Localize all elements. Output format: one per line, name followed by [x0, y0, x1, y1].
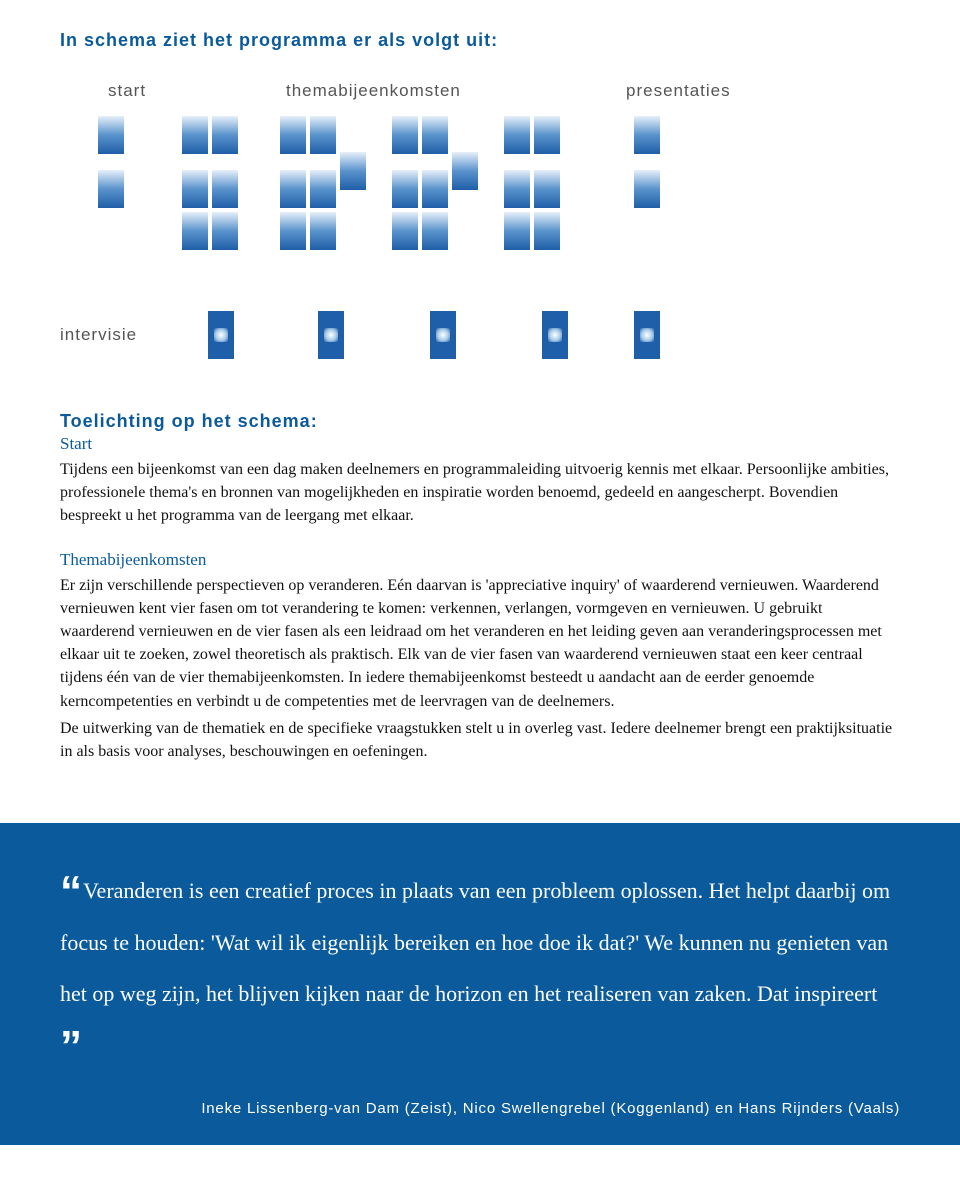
intervisie-cell	[430, 311, 456, 359]
chart-cell	[310, 116, 336, 154]
chart-bar	[504, 116, 530, 254]
chart-cell	[534, 170, 560, 208]
chart-bar	[280, 116, 306, 254]
label-start: start	[108, 81, 146, 101]
open-quote-icon: “	[60, 867, 78, 916]
chart-cell	[504, 116, 530, 154]
chart-cell	[422, 116, 448, 154]
schema-chart: start themabijeenkomsten presentaties	[60, 81, 900, 301]
chart-bar	[392, 116, 418, 254]
page-title: In schema ziet het programma er als volg…	[60, 30, 900, 51]
chart-cell	[280, 116, 306, 154]
subsection-thema: Themabijeenkomsten	[60, 550, 900, 570]
chart-cell	[422, 212, 448, 250]
subsection-start: Start	[60, 434, 900, 454]
chart-bar	[452, 116, 478, 254]
chart-cell	[340, 152, 366, 190]
intervisie-row: intervisie	[60, 311, 900, 371]
block-thema: Themabijeenkomsten Er zijn verschillende…	[60, 550, 900, 764]
chart-bar	[310, 116, 336, 254]
chart-group	[634, 116, 660, 212]
paragraph: Er zijn verschillende perspectieven op v…	[60, 574, 900, 713]
body-thema: Er zijn verschillende perspectieven op v…	[60, 574, 900, 764]
paragraph: Tijdens een bijeenkomst van een dag make…	[60, 458, 900, 528]
chart-cell	[182, 212, 208, 250]
chart-cell	[634, 170, 660, 208]
chart-bar	[98, 116, 124, 212]
chart-bar	[534, 116, 560, 254]
chart-cell	[392, 170, 418, 208]
chart-cell	[182, 116, 208, 154]
chart-cell	[212, 116, 238, 154]
chart-cell	[452, 152, 478, 190]
chart-bar	[182, 116, 208, 254]
close-quote-icon: ”	[60, 1022, 78, 1071]
intervisie-cell	[318, 311, 344, 359]
chart-bar	[634, 116, 660, 212]
quote-body: Veranderen is een creatief proces in pla…	[60, 878, 890, 1006]
label-presentaties: presentaties	[626, 81, 731, 101]
chart-cell	[212, 170, 238, 208]
body-start: Tijdens een bijeenkomst van een dag make…	[60, 458, 900, 528]
label-thema: themabijeenkomsten	[286, 81, 461, 101]
chart-cell	[634, 116, 660, 154]
chart-cell	[504, 170, 530, 208]
chart-cell	[212, 212, 238, 250]
chart-bar	[340, 116, 366, 254]
quote-band: “ Veranderen is een creatief proces in p…	[0, 823, 960, 1145]
paragraph: De uitwerking van de thematiek en de spe…	[60, 717, 900, 763]
page-content: In schema ziet het programma er als volg…	[0, 0, 960, 763]
chart-cell	[182, 170, 208, 208]
chart-cell	[534, 212, 560, 250]
quote-attribution: Ineke Lissenberg-van Dam (Zeist), Nico S…	[60, 1100, 900, 1117]
chart-cell	[310, 170, 336, 208]
chart-cell	[98, 116, 124, 154]
chart-cell	[392, 212, 418, 250]
chart-cell	[504, 212, 530, 250]
chart-cell	[422, 170, 448, 208]
chart-cell	[280, 170, 306, 208]
intervisie-cell	[542, 311, 568, 359]
chart-bar	[212, 116, 238, 254]
section-title-toelichting: Toelichting op het schema:	[60, 411, 900, 432]
intervisie-cell	[634, 311, 660, 359]
chart-group	[98, 116, 124, 212]
label-intervisie: intervisie	[60, 325, 137, 345]
chart-cell	[392, 116, 418, 154]
chart-cell	[310, 212, 336, 250]
quote-text: “ Veranderen is een creatief proces in p…	[60, 865, 900, 1072]
chart-group	[182, 116, 238, 254]
chart-cell	[98, 170, 124, 208]
chart-cell	[534, 116, 560, 154]
intervisie-cell	[208, 311, 234, 359]
chart-cell	[280, 212, 306, 250]
chart-group	[280, 116, 366, 254]
chart-bar	[422, 116, 448, 254]
chart-group	[504, 116, 560, 254]
chart-group	[392, 116, 478, 254]
